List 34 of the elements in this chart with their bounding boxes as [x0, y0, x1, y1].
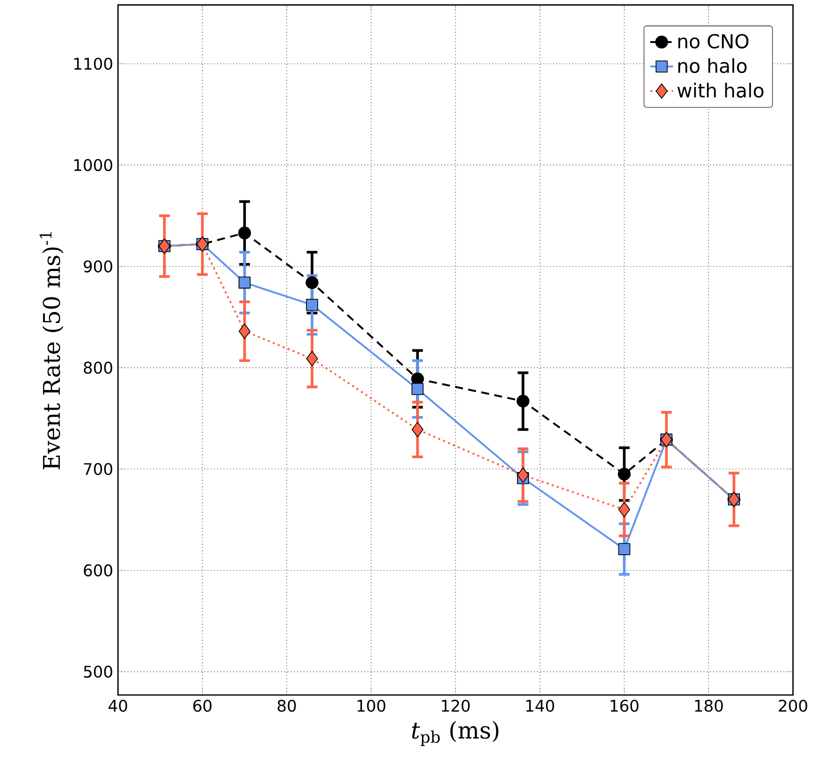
- point: [516, 394, 530, 408]
- legend-label: with halo: [677, 82, 764, 98]
- x-tick-label: 180: [695, 700, 723, 712]
- x-tick-label: 200: [778, 700, 808, 712]
- y-tick-label: 700: [84, 462, 112, 476]
- legend-label: no CNO: [678, 34, 748, 48]
- x-tick-label: 160: [610, 700, 638, 712]
- y-tick-label: 500: [84, 666, 112, 678]
- y-tick-label: 600: [84, 564, 112, 576]
- point: [306, 276, 318, 289]
- x-tick-label: 80: [278, 700, 296, 712]
- point: [306, 350, 318, 366]
- point: [618, 543, 630, 556]
- x-axis-title: t$_{pb}$ (ms): [412, 720, 498, 746]
- point: [517, 467, 529, 483]
- legend-label: no halo: [678, 58, 747, 74]
- y-tick-label: 1100: [74, 58, 112, 70]
- y-tick-label: 1000: [74, 159, 112, 172]
- x-tick-label: 120: [442, 700, 470, 712]
- y-tick-label: 800: [84, 362, 112, 374]
- point: [618, 502, 630, 518]
- point: [238, 324, 250, 339]
- point: [238, 276, 251, 289]
- x-tick-label: 40: [108, 700, 128, 712]
- x-tick-label: 100: [358, 700, 386, 712]
- x-tick-label: 140: [526, 700, 554, 712]
- point: [412, 422, 424, 438]
- point: [618, 468, 631, 480]
- point: [238, 226, 251, 240]
- point: [412, 382, 424, 395]
- y-axis-title: Event Rate (50 ms)$^{-1}$: [40, 232, 64, 470]
- x-tick-label: 60: [193, 700, 212, 712]
- point: [306, 298, 318, 311]
- y-tick-label: 900: [84, 260, 112, 272]
